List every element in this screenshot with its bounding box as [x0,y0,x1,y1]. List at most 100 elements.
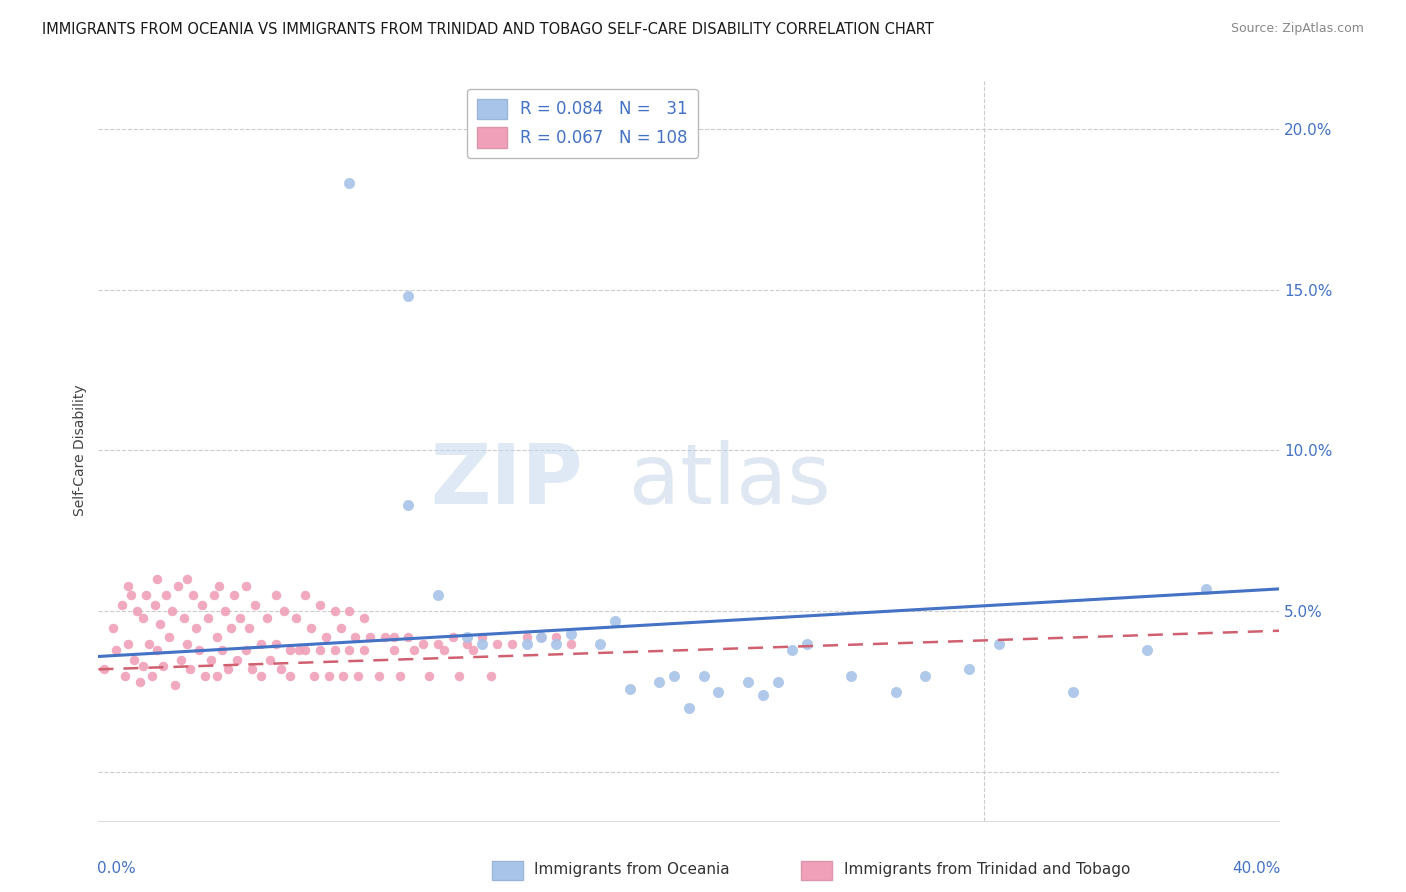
Point [501,637,523,651]
Point [208,579,231,593]
Point [530,630,553,644]
Point [157,630,180,644]
Point [221,620,243,634]
Point [191,598,214,612]
Point [176,637,198,651]
Point [294,643,316,657]
Point [250,637,273,651]
Point [516,630,538,644]
Point [197,611,219,625]
Point [120,588,142,602]
Point [217,662,239,676]
Point [141,669,163,683]
Point [184,620,207,634]
Point [214,604,236,618]
Point [546,637,568,651]
Point [959,662,981,676]
Point [479,669,502,683]
Text: Source: ZipAtlas.com: Source: ZipAtlas.com [1230,22,1364,36]
Point [211,643,233,657]
Point [398,498,420,512]
Point [299,620,322,634]
Point [187,643,209,657]
Point [323,604,346,618]
Point [471,637,494,651]
Point [796,637,818,651]
Point [368,669,391,683]
Point [329,620,352,634]
Point [114,669,136,683]
Point [530,630,553,644]
Point [560,627,582,641]
Point [678,701,700,715]
Point [782,643,804,657]
Point [146,643,169,657]
Point [302,669,325,683]
Point [264,637,287,651]
Point [122,653,145,667]
Point [605,614,627,628]
Point [914,669,936,683]
Point [176,572,198,586]
Point [285,611,308,625]
Point [173,611,195,625]
Point [128,675,150,690]
Point [205,669,228,683]
Text: atlas: atlas [628,440,831,521]
Point [339,604,361,618]
Point [427,588,450,602]
Point [353,643,375,657]
Point [202,588,225,602]
Point [135,588,157,602]
Point [382,643,405,657]
Point [162,604,183,618]
Point [693,669,716,683]
Point [398,289,420,303]
Text: IMMIGRANTS FROM OCEANIA VS IMMIGRANTS FROM TRINIDAD AND TOBAGO SELF-CARE DISABIL: IMMIGRANTS FROM OCEANIA VS IMMIGRANTS FR… [42,22,934,37]
Point [264,588,287,602]
Point [294,588,316,602]
Point [664,669,686,683]
Point [388,669,411,683]
Point [418,669,440,683]
Point [374,630,396,644]
Point [427,637,450,651]
Point [382,630,405,644]
Point [404,643,426,657]
Point [516,637,538,651]
Point [648,675,671,690]
Point [93,662,115,676]
Point [353,611,375,625]
Point [752,688,775,702]
Point [441,630,464,644]
Text: Immigrants from Trinidad and Tobago: Immigrants from Trinidad and Tobago [844,863,1130,877]
Legend: R = 0.084   N =   31, R = 0.067   N = 108: R = 0.084 N = 31, R = 0.067 N = 108 [467,88,697,158]
Point [250,669,273,683]
Point [1195,582,1218,596]
Point [132,611,155,625]
Text: Immigrants from Oceania: Immigrants from Oceania [534,863,730,877]
Point [179,662,201,676]
Point [398,630,420,644]
Point [766,675,789,690]
Point [560,637,582,651]
Point [344,630,367,644]
Point [270,662,292,676]
Point [457,637,479,651]
Point [359,630,381,644]
Point [194,669,217,683]
Point [988,637,1011,651]
Point [318,669,340,683]
Point [288,643,311,657]
Point [347,669,370,683]
Point [447,669,470,683]
Point [273,604,295,618]
Point [235,643,257,657]
Point [240,662,263,676]
Point [339,176,361,190]
Point [226,653,249,667]
Point [170,653,193,667]
Point [224,588,246,602]
Text: 0.0%: 0.0% [97,862,136,876]
Point [243,598,266,612]
